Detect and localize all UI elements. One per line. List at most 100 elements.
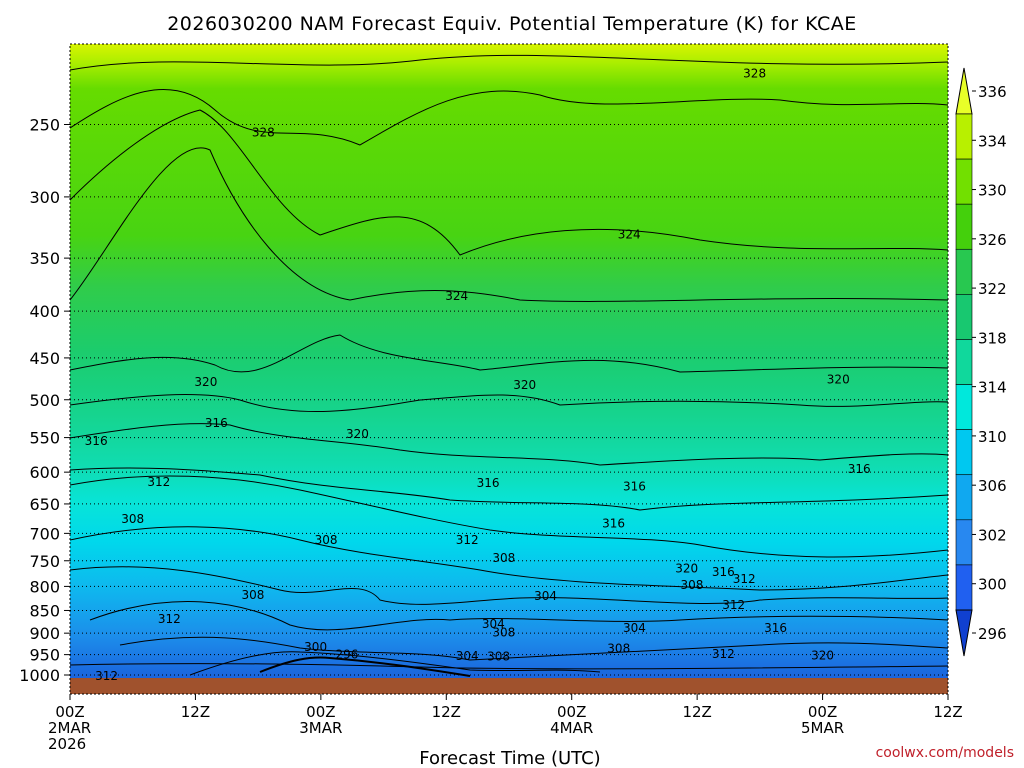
contour-low-level: [70, 663, 948, 670]
contour-label: 308: [607, 641, 630, 655]
colorbar-label: 334: [978, 132, 1007, 150]
terrain: [70, 678, 948, 694]
colorbar-label: 310: [978, 428, 1007, 446]
contour-310: [70, 526, 948, 591]
contour-322: [70, 147, 948, 302]
contour-label: 320: [811, 648, 834, 662]
contour-label: 304: [623, 621, 646, 635]
contour-label: 324: [618, 228, 641, 242]
contour-label: 316: [764, 621, 787, 635]
contour-label: 316: [477, 476, 500, 490]
contour-label: 304: [456, 649, 479, 663]
colorbar-segment: [955, 158, 973, 205]
contour-label: 296: [336, 648, 359, 662]
x-tick-label: 5MAR: [801, 719, 844, 737]
contour-label: 308: [492, 625, 515, 639]
colorbar-label: 326: [978, 231, 1007, 249]
colorbar-label: 330: [978, 182, 1007, 200]
contour-328: [70, 88, 948, 146]
y-tick-label: 600: [29, 463, 60, 482]
pressure-axis: 250 300 350 400 450 500 550 600 650 700 750 800 850 9…: [19, 116, 70, 685]
colorbar-segment: [955, 474, 973, 521]
contour-label: 324: [445, 289, 468, 303]
colorbar-segment: [955, 339, 973, 385]
contour-label: 312: [722, 598, 745, 612]
y-tick-label: 400: [29, 302, 60, 321]
x-tick-label: 4MAR: [550, 719, 593, 737]
contour-label: 308: [492, 551, 515, 565]
colorbar-segment: [955, 248, 973, 295]
colorbar-label: 300: [978, 576, 1007, 594]
x-tick-label: 12Z: [933, 703, 962, 721]
colorbar-segment: [955, 203, 973, 250]
contour-320: [70, 334, 948, 373]
colorbar-label: 296: [978, 625, 1007, 643]
contour-label: 308: [315, 533, 338, 547]
contour-314: [70, 467, 948, 511]
contour-label: 316: [848, 462, 871, 476]
contour-304: [119, 636, 948, 661]
x-tick-label: 12Z: [181, 703, 210, 721]
contour-label: 316: [205, 416, 228, 430]
x-tick-label: 12Z: [432, 703, 461, 721]
colorbar-label: 302: [978, 526, 1007, 544]
y-tick-label: 1000: [19, 666, 60, 685]
contour-300: [189, 651, 601, 676]
colorbar-segment: [955, 384, 973, 430]
colorbar-top-arrow: [955, 67, 973, 115]
y-tick-label: 300: [29, 188, 60, 207]
contour-label: 308: [241, 588, 264, 602]
y-tick-label: 500: [29, 391, 60, 410]
colorbar-label: 322: [978, 280, 1007, 298]
colorbar-label: 306: [978, 477, 1007, 495]
colorbar-segment: [955, 294, 973, 340]
contour-label: 308: [487, 650, 510, 664]
x-axis-label: Forecast Time (UTC): [419, 748, 600, 768]
x-tick-label: 2026: [48, 735, 86, 753]
colorbar-segment: [955, 564, 973, 611]
x-tick-label: 12Z: [682, 703, 711, 721]
colorbar-label: 318: [978, 329, 1007, 347]
colorbar-segment: [955, 429, 973, 476]
contour-label: 312: [456, 533, 479, 547]
contour-label: 320: [194, 375, 217, 389]
colorbar-bottom-arrow: [955, 609, 973, 657]
contour-306: [89, 601, 948, 631]
colorbar-label: 314: [978, 379, 1007, 397]
contour-label: 312: [733, 572, 756, 586]
contour-label: 328: [252, 125, 275, 139]
x-tick-label: 00Z: [306, 703, 335, 721]
y-tick-label: 250: [29, 116, 60, 135]
y-tick-label: 900: [29, 624, 60, 643]
x-tick-label: 00Z: [808, 703, 837, 721]
contour-296: [259, 656, 471, 677]
contour-labels: 3323323283283243243203203203203203203163…: [85, 67, 871, 683]
colorbar-segment: [955, 519, 973, 566]
y-tick-label: 350: [29, 249, 60, 268]
contour-316: [70, 423, 948, 466]
x-tick-label: 3MAR: [299, 719, 342, 737]
field-background: [70, 44, 948, 682]
colorbar-segment: [955, 113, 973, 160]
contour-label: 312: [712, 647, 735, 661]
contour-324: [70, 109, 948, 256]
credit-text: coolwx.com/models: [876, 745, 1014, 761]
x-tick-label: 2MAR: [48, 719, 91, 737]
contour-label: 320: [513, 378, 536, 392]
contour-label: 328: [743, 67, 766, 81]
y-tick-label: 650: [29, 495, 60, 514]
contour-label: 304: [482, 617, 505, 631]
contour-318: [70, 394, 948, 413]
y-tick-label: 550: [29, 429, 60, 448]
contour-label: 316: [85, 434, 108, 448]
colorbar-label: 336: [978, 83, 1007, 101]
colorbar: 336 334 330 326 322 318 314 310 306 302 300 296: [955, 67, 1007, 657]
contour-label: 316: [602, 517, 625, 531]
contour-label: 320: [675, 562, 698, 576]
plot-area: 3323323283283243243203203203203203203163…: [69, 43, 949, 695]
contour-label: 300: [304, 640, 327, 654]
contour-label: 312: [147, 475, 170, 489]
contour-label: 316: [623, 479, 646, 493]
